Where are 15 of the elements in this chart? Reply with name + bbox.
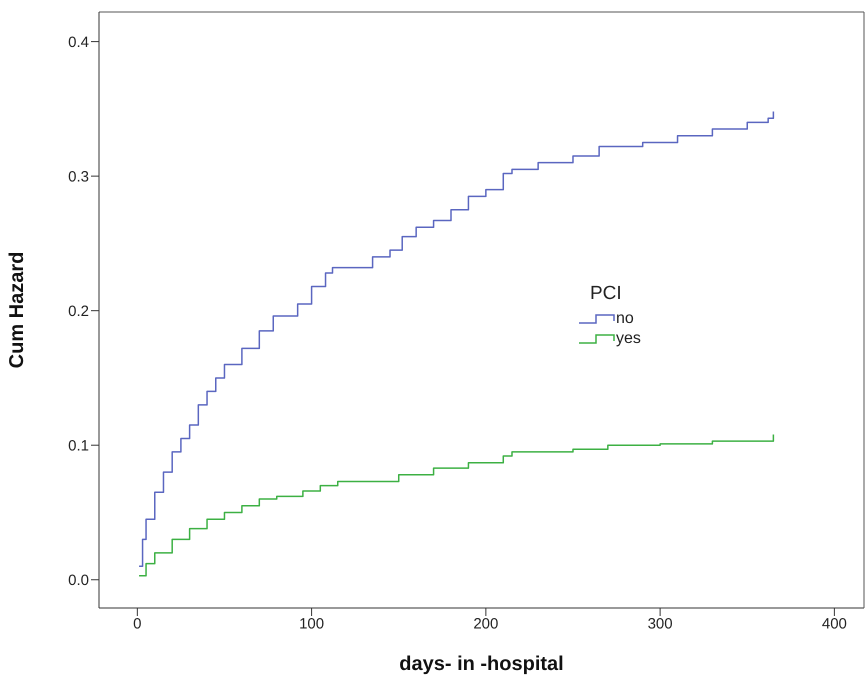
legend-title: PCI	[590, 283, 623, 305]
y-tick-label: 0.2	[68, 303, 89, 320]
legend-label: yes	[615, 329, 641, 349]
legend-label: no	[615, 309, 635, 329]
y-tick-label: 0.3	[68, 168, 89, 186]
y-tick-label: 0.4	[68, 34, 89, 51]
x-tick-label: 200	[473, 616, 498, 633]
y-tick-label: 0.0	[68, 572, 89, 590]
x-tick-label: 0	[133, 616, 142, 633]
x-tick-label: 300	[648, 616, 673, 633]
x-axis-title: days- in -hospital	[399, 653, 564, 675]
x-tick-label: 400	[822, 616, 847, 633]
y-tick-label: 0.1	[68, 438, 89, 455]
x-tick-label: 100	[299, 616, 324, 633]
y-axis-title: Cum Hazard	[6, 252, 28, 368]
